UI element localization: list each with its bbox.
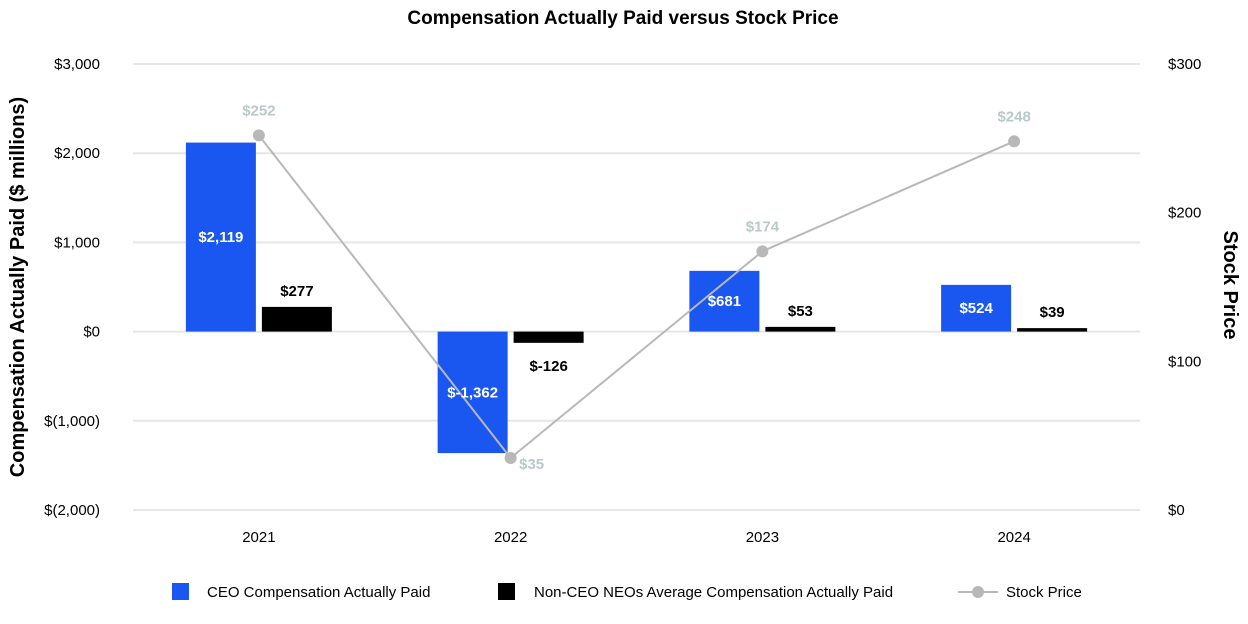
y2-tick-label: $100 <box>1168 353 1201 370</box>
left-axis: $3,000 $2,000 $1,000 $0 $(1,000) $(2,000) <box>44 56 100 519</box>
stock-price-label: $252 <box>242 102 275 119</box>
stock-price-point <box>252 129 265 142</box>
stock-price-polyline <box>258 134 1015 460</box>
non-ceo-bar-label: $53 <box>788 303 813 320</box>
y2-axis-title: Stock Price <box>1219 231 1241 340</box>
legend-marker-stock-price <box>972 586 984 598</box>
x-tick-label: 2021 <box>242 529 275 546</box>
stock-price-label: $248 <box>997 108 1030 125</box>
y2-tick-label: $0 <box>1168 502 1185 519</box>
chart-title: Compensation Actually Paid versus Stock … <box>407 8 838 29</box>
stock-price-point <box>504 451 517 464</box>
bars <box>185 142 1088 454</box>
x-tick-label: 2022 <box>494 529 527 546</box>
right-axis: $300 $200 $100 $0 <box>1168 56 1201 519</box>
data-labels: $2,119 $-1,362 $681 $524 $277 $-126 $53 $39 $252… <box>198 102 1064 473</box>
non-ceo-bar <box>513 331 584 343</box>
y-tick-label: $3,000 <box>54 56 100 73</box>
legend-label-stock-price: Stock Price <box>1006 584 1082 601</box>
stock-price-label: $174 <box>746 218 780 235</box>
non-ceo-bar <box>261 306 332 332</box>
ceo-bar-label: $-1,362 <box>447 384 498 401</box>
stock-price-line <box>252 129 1021 464</box>
y-tick-label: $1,000 <box>54 234 100 251</box>
y-tick-label: $(1,000) <box>44 413 100 430</box>
y-tick-label: $0 <box>83 324 100 341</box>
y2-tick-label: $200 <box>1168 205 1201 222</box>
stock-price-label: $35 <box>519 456 544 473</box>
ceo-bar <box>185 142 256 332</box>
x-tick-label: 2023 <box>746 529 779 546</box>
non-ceo-bar-label: $-126 <box>529 358 567 375</box>
x-axis: 2021 2022 2023 2024 <box>242 529 1031 546</box>
non-ceo-bar <box>765 326 836 332</box>
ceo-bar-label: $681 <box>708 293 741 310</box>
non-ceo-bar-label: $39 <box>1040 304 1065 321</box>
y-tick-label: $2,000 <box>54 145 100 162</box>
legend-swatch-ceo <box>172 583 189 600</box>
non-ceo-bar <box>1017 328 1088 332</box>
y2-tick-label: $300 <box>1168 56 1201 73</box>
stock-price-point <box>756 245 769 258</box>
legend: CEO Compensation Actually Paid Non-CEO N… <box>172 583 1082 601</box>
legend-label-ceo: CEO Compensation Actually Paid <box>207 584 430 601</box>
legend-swatch-non-ceo <box>498 583 515 600</box>
ceo-bar-label: $524 <box>959 300 993 317</box>
y-tick-label: $(2,000) <box>44 502 100 519</box>
ceo-bar <box>437 331 508 454</box>
non-ceo-bar-label: $277 <box>280 283 313 300</box>
ceo-bar <box>941 284 1012 332</box>
y-axis-title: Compensation Actually Paid ($ millions) <box>7 97 29 477</box>
stock-price-point <box>1008 135 1021 148</box>
x-tick-label: 2024 <box>997 529 1030 546</box>
ceo-bar-label: $2,119 <box>198 229 243 246</box>
legend-label-non-ceo: Non-CEO NEOs Average Compensation Actual… <box>534 584 893 601</box>
